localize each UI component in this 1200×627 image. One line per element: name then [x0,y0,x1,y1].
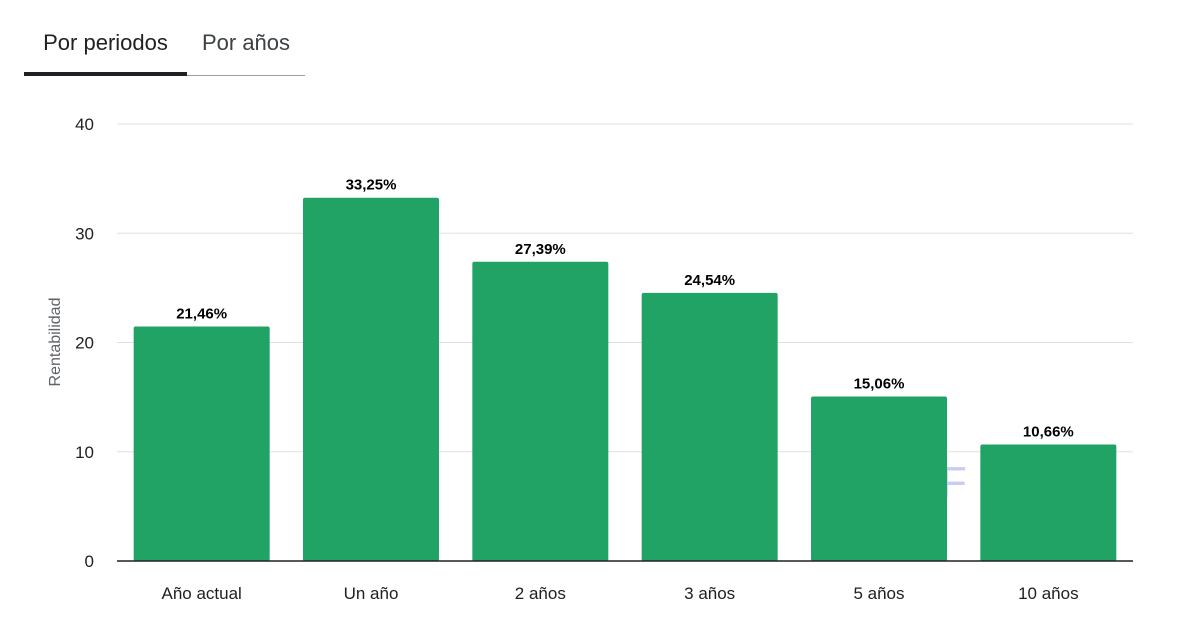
period-tabs: Por periodos Por años [24,20,305,76]
bar[interactable] [980,444,1117,561]
x-tick-label: 10 años [1018,584,1079,603]
y-tick-label: 10 [75,443,94,462]
data-label: 24,54% [684,272,735,289]
tab-por-periodos[interactable]: Por periodos [24,20,187,76]
data-label: 10,66% [1023,424,1074,441]
y-tick-label: 20 [75,334,94,353]
bar[interactable] [472,261,609,561]
x-tick-label: Año actual [161,584,241,603]
y-tick-label: 40 [75,115,94,134]
data-label: 33,25% [346,177,397,194]
data-label: 21,46% [176,306,227,323]
gridlines [117,123,1133,453]
bar[interactable] [303,197,439,561]
data-label: 15,06% [854,375,905,392]
bars [133,197,1117,561]
bar[interactable] [641,292,778,561]
x-tick-label: 3 años [684,584,735,603]
x-tick-label: 2 años [515,584,566,603]
x-tick-label: Un año [344,584,399,603]
y-axis-label: Rentabilidad [47,298,64,387]
y-tick-labels: 0 10 20 30 40 [75,115,94,571]
y-tick-label: 0 [85,552,94,571]
data-labels: 21,46% 33,25% 27,39% 24,54% 15,06% 10,66% [176,177,1074,441]
x-tick-labels: Año actual Un año 2 años 3 años 5 años 10 año… [161,584,1078,603]
x-tick-label: 5 años [853,584,904,603]
bar[interactable] [133,326,270,561]
y-tick-label: 30 [75,224,94,243]
tab-por-anos[interactable]: Por años [201,30,291,55]
data-label: 27,39% [515,241,566,258]
bar[interactable] [811,396,947,561]
